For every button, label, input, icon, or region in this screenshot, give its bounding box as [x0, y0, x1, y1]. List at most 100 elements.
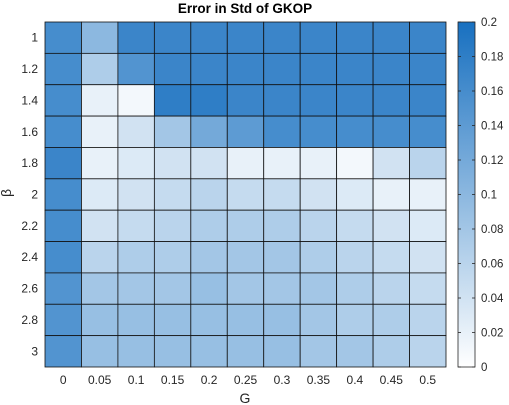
heatmap-cell: [263, 335, 301, 368]
heatmap-cell: [190, 303, 228, 337]
heatmap-cell: [44, 52, 82, 86]
heatmap-cell: [44, 21, 82, 54]
heatmap-cell: [44, 115, 82, 148]
heatmap-cell: [190, 272, 228, 305]
heatmap-cell: [81, 209, 119, 242]
heatmap-cell: [299, 209, 338, 242]
x-tick-label: 0.45: [380, 373, 404, 387]
heatmap-cell: [153, 272, 192, 305]
heatmap-cell: [263, 21, 301, 54]
heatmap-cell: [153, 84, 192, 117]
heatmap-cell: [226, 52, 265, 86]
heatmap-cell: [117, 115, 155, 148]
heatmap-cell: [336, 84, 374, 117]
heatmap-cell: [81, 335, 119, 368]
heatmap-cell: [409, 52, 447, 86]
heatmap-cell: [44, 335, 82, 368]
heatmap-cell: [409, 115, 447, 148]
heatmap-cell: [299, 115, 338, 148]
heatmap-cell: [336, 303, 374, 337]
heatmap-cell: [190, 241, 228, 274]
heatmap-cell: [190, 209, 228, 242]
y-tick-label: 1.6: [21, 125, 38, 139]
heatmap-cell: [81, 147, 119, 180]
x-tick-label: 0: [60, 373, 67, 387]
heatmap-cell: [263, 209, 301, 242]
heatmap-cell: [81, 115, 119, 148]
y-tick-label: 2.4: [21, 250, 38, 264]
heatmap-cell: [81, 272, 119, 305]
heatmap-cell: [372, 209, 410, 242]
heatmap-cell: [336, 335, 374, 368]
heatmap-cell: [409, 272, 447, 305]
colorbar-tick-label: 0.08: [481, 224, 503, 236]
heatmap-cell: [44, 209, 82, 242]
heatmap-cell: [336, 147, 374, 180]
x-tick-label: 0.5: [419, 373, 436, 387]
heatmap-cell: [226, 178, 265, 211]
x-tick-labels: 0 0.05 0.1 0.15 0.2 0.25 0.3 0.35 0.4 0.45 0.5: [60, 373, 437, 387]
x-tick-label: 0.25: [234, 373, 258, 387]
x-tick-label: 0.3: [274, 373, 291, 387]
heatmap-cell: [153, 178, 192, 211]
heatmap-cell: [372, 272, 410, 305]
heatmap-cell: [409, 21, 447, 54]
heatmap-cell: [226, 303, 265, 337]
heatmap-cell: [299, 272, 338, 305]
heatmap-cell: [153, 52, 192, 86]
heatmap-cell: [190, 335, 228, 368]
colorbar-tick-label: 0.02: [481, 328, 503, 340]
heatmap-cell: [263, 84, 301, 117]
heatmap-cell: [226, 147, 265, 180]
heatmap-cell: [153, 209, 192, 242]
heatmap-cell: [117, 272, 155, 305]
heatmap-cell: [226, 115, 265, 148]
heatmap-cell: [299, 303, 338, 337]
y-axis-label: β: [0, 189, 14, 197]
x-tick-label: 0.15: [161, 373, 185, 387]
heatmap-cell: [153, 303, 192, 337]
colorbar-tick-label: 0.2: [481, 17, 497, 29]
y-tick-label: 2.6: [21, 282, 38, 296]
heatmap-cell: [226, 21, 265, 54]
heatmap-cell: [44, 272, 82, 305]
heatmap-cell: [153, 115, 192, 148]
heatmap-cell: [117, 178, 155, 211]
heatmap-cell: [81, 84, 119, 117]
heatmap-cell: [372, 335, 410, 368]
heatmap-cell: [409, 178, 447, 211]
x-axis-label: G: [240, 390, 251, 405]
heatmap-cell: [153, 335, 192, 368]
heatmap-cell: [117, 209, 155, 242]
heatmap-cell: [153, 21, 192, 54]
heatmap-cell: [409, 209, 447, 242]
heatmap-cell: [153, 147, 192, 180]
heatmap-cell: [299, 335, 338, 368]
heatmap-cell: [299, 52, 338, 86]
heatmap-cell: [299, 84, 338, 117]
heatmap-cell: [117, 21, 155, 54]
heatmap-cell: [190, 21, 228, 54]
heatmap-cell: [336, 272, 374, 305]
heatmap-cell: [263, 303, 301, 337]
heatmap-cell: [299, 241, 338, 274]
heatmap-cell: [299, 178, 338, 211]
heatmap-cell: [44, 241, 82, 274]
heatmap-cell: [190, 84, 228, 117]
heatmap-cell: [263, 52, 301, 86]
heatmap-cell: [336, 241, 374, 274]
heatmap-cell: [372, 52, 410, 86]
heatmap-cell: [409, 147, 447, 180]
colorbar-tick-label: 0.12: [481, 155, 503, 167]
heatmap-cell: [372, 21, 410, 54]
y-tick-label: 1: [31, 31, 38, 45]
heatmap-cell: [263, 147, 301, 180]
heatmap-cell: [81, 241, 119, 274]
y-tick-label: 1.2: [21, 62, 38, 76]
heatmap-cell: [372, 178, 410, 211]
heatmap-cell: [81, 178, 119, 211]
colorbar-tick-label: 0.18: [481, 52, 503, 64]
heatmap-cell: [226, 335, 265, 368]
x-tick-label: 0.1: [128, 373, 145, 387]
